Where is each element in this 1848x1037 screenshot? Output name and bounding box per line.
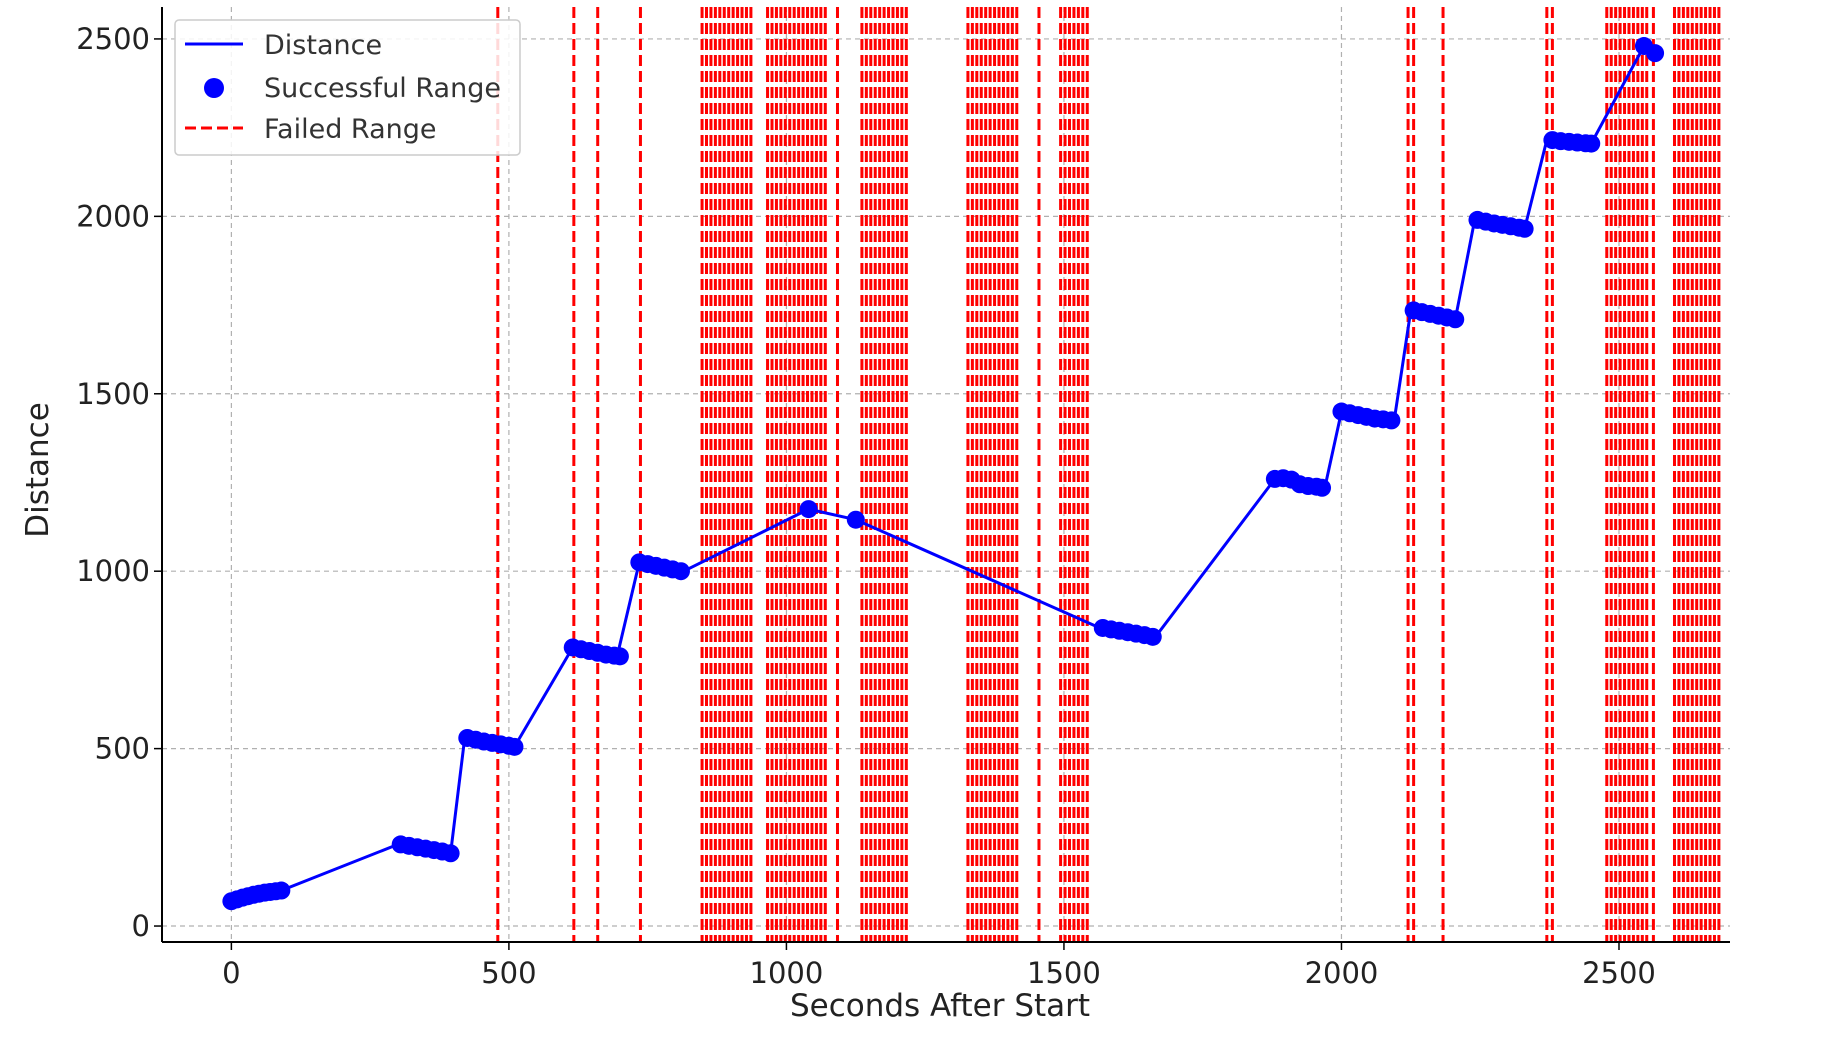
x-tick-label: 2500 [1582,956,1656,990]
legend-frame [174,19,521,156]
successful-range-point [1143,627,1162,646]
successful-range-point [1515,219,1534,238]
legend-label-distance: Distance [264,30,382,61]
x-tick-label: 0 [222,956,240,990]
legend-point-swatch [204,78,224,98]
successful-range-point [610,647,629,666]
tick-layer: 0 500 1000 1500 2000 2500 0 500 1000 1500 2000 2500 [76,22,1656,990]
x-tick-label: 2000 [1305,956,1379,990]
axes-layer [161,7,1730,943]
successful-range-layer [222,37,1665,911]
grid-layer [162,7,1730,942]
y-tick-label: 2000 [76,199,150,233]
successful-range-point [671,562,690,581]
y-tick-label: 1000 [76,554,150,588]
successful-range-point [1382,411,1401,430]
x-tick-label: 500 [481,956,536,990]
failed-range-layer [496,7,1721,942]
successful-range-point [846,510,865,529]
legend-label-successful-range: Successful Range [264,73,501,104]
y-axis-label: Distance [20,402,56,538]
y-tick-label: 500 [95,732,150,766]
successful-range-point [799,500,818,519]
legend-label-failed-range: Failed Range [264,114,437,145]
successful-range-point [1446,310,1465,329]
y-tick-label: 1500 [76,377,150,411]
y-tick-label: 0 [132,909,150,943]
x-tick-label: 1000 [750,956,824,990]
successful-range-point [272,881,291,900]
y-tick-label: 2500 [76,22,150,56]
x-axis-label: Seconds After Start [790,988,1090,1024]
successful-range-point [1646,44,1665,63]
successful-range-point [1313,478,1332,497]
successful-range-point [1582,134,1601,153]
successful-range-point [441,844,460,863]
successful-range-point [505,737,524,756]
legend: Distance Successful Range Failed Range [174,19,521,156]
x-tick-label: 1500 [1027,956,1101,990]
